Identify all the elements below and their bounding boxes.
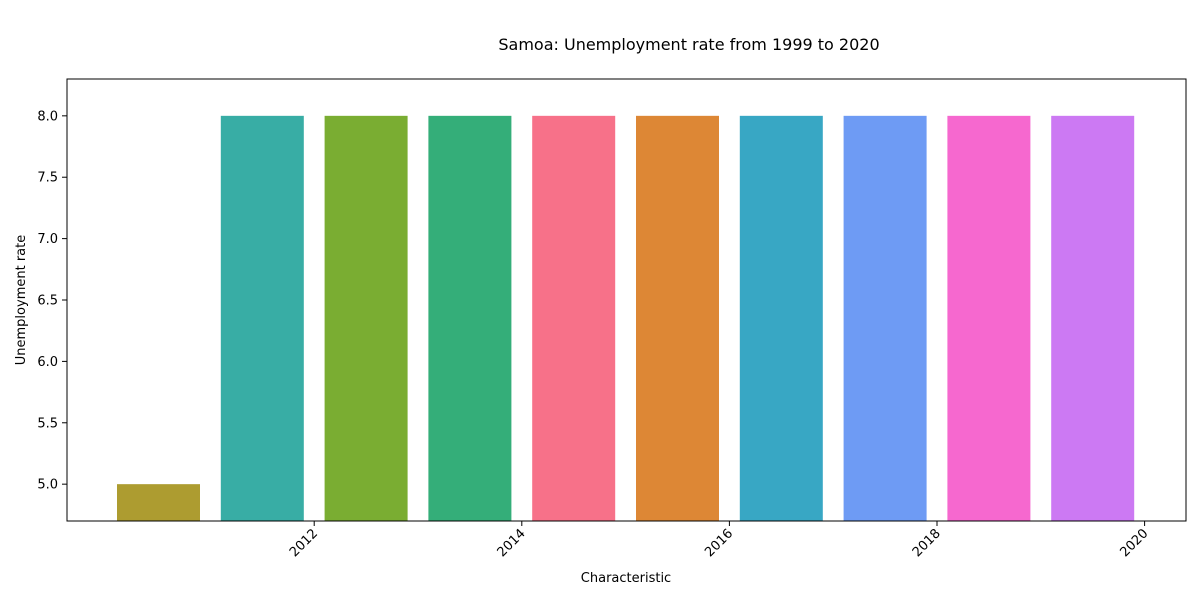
bar-2018 [843,115,927,521]
x-axis-label: Characteristic [581,571,671,586]
bar-2017 [739,115,823,521]
chart-title: Samoa: Unemployment rate from 1999 to 20… [498,35,879,54]
bar-2015 [532,115,616,521]
x-tick-label: 2020 [1117,526,1151,560]
y-tick-label: 6.0 [37,355,58,370]
bar-2019 [947,115,1031,521]
bar-2012 [220,115,304,521]
bar-2016 [636,115,719,521]
bar-2020 [1051,115,1135,521]
x-tick-label: 2016 [702,526,736,560]
bars-group [117,115,1135,521]
plot-frame [66,78,1187,522]
x-tick-label: 2014 [495,526,529,560]
y-tick-label: 8.0 [37,109,58,124]
y-tick-label: 6.5 [37,294,58,309]
y-tick-label: 7.0 [37,232,58,247]
bar-2013 [324,115,408,521]
y-tick-label: 7.5 [37,171,58,186]
bar-2014 [428,115,512,521]
bar-2011 [117,484,200,521]
x-tick-label: 2018 [910,526,944,560]
y-axis: 5.0 5.5 6.0 6.5 7.0 7.5 8.0 [37,109,67,493]
x-tick-label: 2012 [287,526,321,560]
y-axis-label: Unemployment rate [14,235,29,365]
y-tick-label: 5.0 [37,478,58,493]
x-axis: 2012 2014 2016 2018 2020 [287,521,1151,560]
y-tick-label: 5.5 [37,416,58,431]
